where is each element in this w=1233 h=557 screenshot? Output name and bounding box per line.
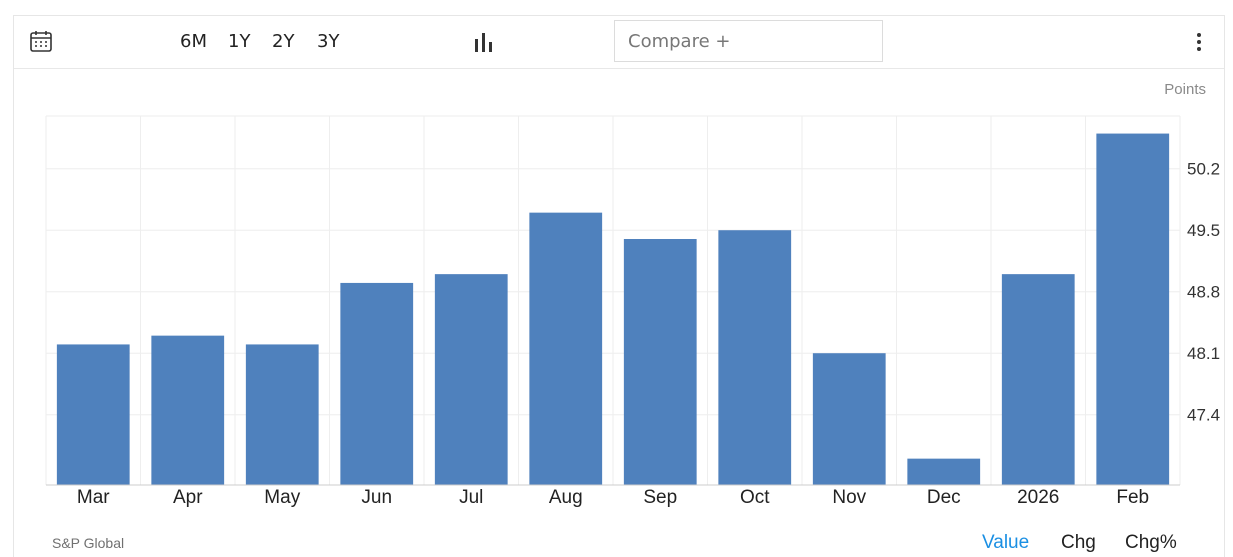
bar [245,344,319,485]
bar [907,458,981,485]
bar [434,274,508,485]
x-tick-label: Oct [740,487,770,508]
y-axis-unit-label: Points [1164,81,1206,98]
bar [56,344,130,485]
tab-chg[interactable]: Chg [1061,532,1096,553]
bar [812,353,886,485]
x-tick-label: Feb [1116,487,1149,508]
x-tick-label: Jul [459,487,483,508]
compare-input[interactable]: Compare + [614,20,883,62]
x-tick-label: Sep [643,487,677,508]
x-tick-label: Jun [361,487,392,508]
y-tick-label: 47.4 [1187,406,1220,425]
x-tick-label: Dec [927,487,961,508]
x-tick-label: May [264,487,300,508]
x-tick-label: Apr [173,487,203,508]
bar [529,212,603,485]
bar [1096,133,1170,486]
x-tick-label: Aug [549,487,583,508]
more-vertical-icon[interactable] [1192,32,1206,52]
y-tick-label: 48.1 [1187,344,1220,363]
chart-widget: 6M 1Y 2Y 3Y Compare + Points 47.4 48.1 48.… [13,15,1225,557]
calendar-icon[interactable] [30,30,52,52]
range-1y-button[interactable]: 1Y [228,31,251,52]
x-tick-label: 2026 [1017,487,1059,508]
bar-chart: 47.4 48.1 48.8 49.5 50.2 Mar Apr May Jun Jul Aug Se… [45,115,1220,508]
bar [1001,274,1075,485]
range-2y-button[interactable]: 2Y [272,31,295,52]
bar [718,230,792,485]
x-tick-label: Mar [77,487,110,508]
range-3y-button[interactable]: 3Y [317,31,340,52]
bar [340,282,414,485]
bar [623,239,697,485]
chart-toolbar: 6M 1Y 2Y 3Y Compare + [14,16,1224,69]
bar [151,335,225,485]
bar-chart-icon[interactable] [474,31,494,53]
tab-chg-percent[interactable]: Chg% [1125,532,1177,553]
tab-value[interactable]: Value [982,532,1030,553]
y-tick-label: 48.8 [1187,283,1220,302]
y-tick-label: 49.5 [1187,221,1220,240]
range-6m-button[interactable]: 6M [180,31,207,52]
y-tick-label: 50.2 [1187,160,1220,179]
x-tick-label: Nov [832,487,866,508]
source-label: S&P Global [52,535,125,551]
